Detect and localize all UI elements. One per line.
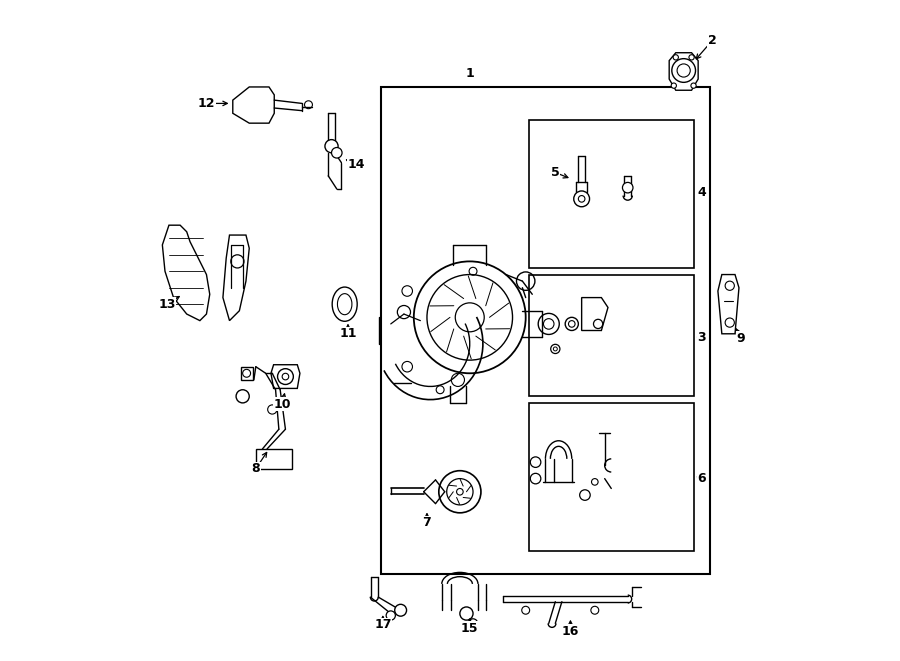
Bar	[381, 87, 710, 574]
Bar	[529, 403, 694, 551]
Text: 13: 13	[158, 297, 176, 311]
Text: 12: 12	[198, 97, 215, 110]
Circle shape	[593, 319, 603, 329]
Circle shape	[623, 182, 633, 193]
Circle shape	[688, 55, 694, 60]
Polygon shape	[670, 53, 698, 91]
Circle shape	[573, 191, 590, 207]
Bar	[256, 449, 292, 469]
Circle shape	[395, 604, 407, 616]
Polygon shape	[162, 225, 210, 321]
Circle shape	[691, 83, 697, 89]
Circle shape	[331, 147, 342, 158]
Text: 10: 10	[274, 398, 291, 410]
Polygon shape	[718, 274, 739, 334]
Bar	[529, 274, 694, 397]
Polygon shape	[223, 235, 249, 321]
Text: 6: 6	[698, 472, 706, 485]
Circle shape	[236, 390, 249, 403]
Text: 15: 15	[461, 621, 479, 635]
Text: 16: 16	[562, 625, 579, 638]
Bar	[529, 120, 694, 268]
Polygon shape	[233, 87, 274, 123]
Text: 4: 4	[698, 186, 706, 199]
Text: 5: 5	[551, 166, 560, 179]
Text: 3: 3	[698, 330, 706, 344]
Text: 1: 1	[465, 67, 474, 80]
Text: 8: 8	[251, 462, 260, 475]
Text: 11: 11	[339, 327, 356, 340]
Text: 7: 7	[423, 516, 431, 529]
Text: 17: 17	[374, 618, 392, 631]
Circle shape	[386, 611, 395, 620]
Text: 9: 9	[736, 332, 745, 345]
Bar	[240, 367, 253, 380]
Circle shape	[671, 59, 696, 83]
Polygon shape	[271, 365, 300, 389]
Circle shape	[671, 83, 677, 89]
Text: 14: 14	[347, 158, 365, 171]
Polygon shape	[581, 297, 608, 330]
Circle shape	[277, 369, 293, 385]
Circle shape	[325, 139, 338, 153]
Circle shape	[230, 254, 244, 268]
Text: 2: 2	[707, 34, 716, 48]
Circle shape	[673, 55, 679, 60]
